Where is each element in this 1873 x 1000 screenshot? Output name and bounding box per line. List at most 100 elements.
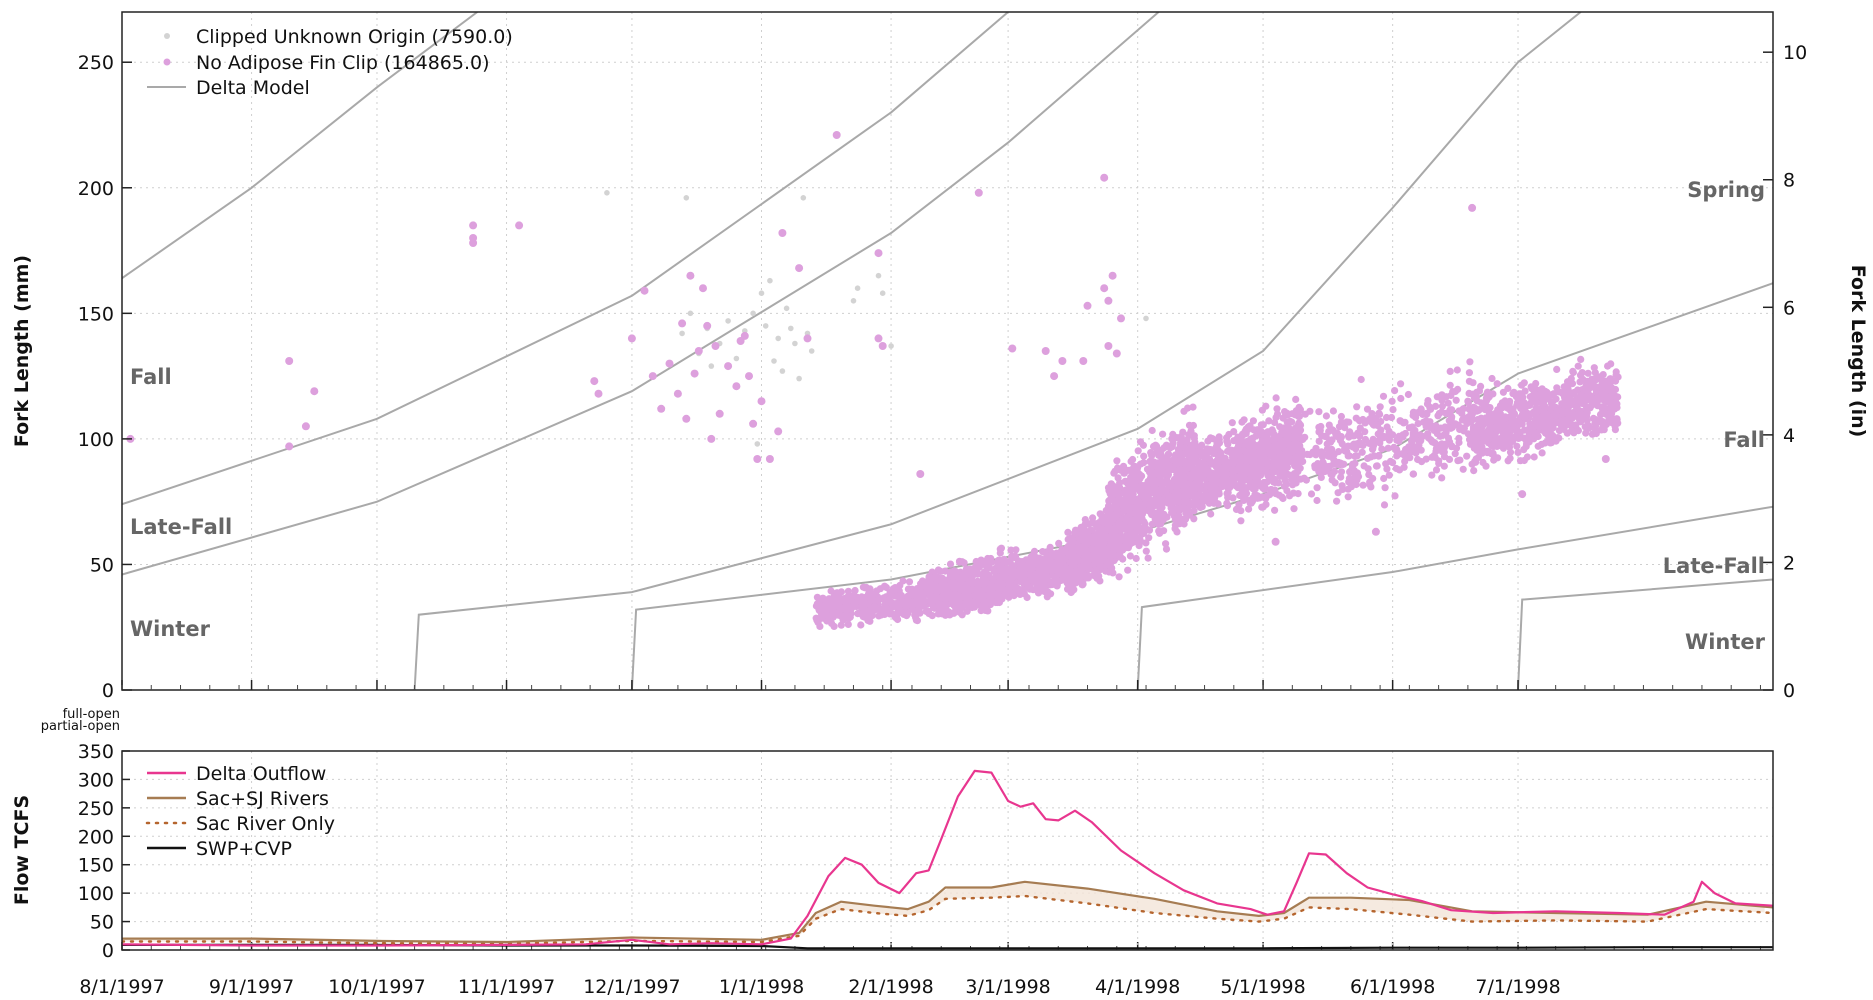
cluster-point-5 (1378, 445, 1386, 453)
cluster-point-3 (1113, 489, 1121, 497)
cluster-point-5 (1361, 428, 1369, 436)
cluster-point-3 (1162, 441, 1171, 449)
cluster-point-5 (1414, 420, 1422, 428)
cluster-point-6 (1482, 394, 1490, 402)
cluster-point-5 (1353, 452, 1361, 460)
cluster-point-0 (958, 611, 966, 619)
cluster-point-6 (1521, 387, 1529, 395)
cluster-point-5 (1432, 445, 1440, 453)
cluster-point-0 (827, 587, 835, 595)
cluster-point-3 (1190, 507, 1198, 515)
no-clip-point (515, 221, 524, 230)
cluster-point-0 (912, 613, 920, 622)
legend-label-clipped: Clipped Unknown Origin (7590.0) (196, 26, 513, 48)
cluster-point-1 (972, 563, 980, 571)
x-tick-label: 11/1/1997 (458, 976, 555, 998)
cluster-point-4 (1206, 434, 1215, 442)
no-clip-point (703, 321, 712, 330)
cluster-point-1 (929, 603, 937, 611)
cluster-point-2 (1079, 564, 1087, 572)
cluster-point-6 (1565, 388, 1573, 396)
cluster-point-6 (1503, 421, 1511, 429)
cluster-point-3 (1127, 457, 1135, 465)
cluster-point-0 (904, 592, 912, 600)
cluster-point-6 (1611, 385, 1620, 394)
cluster-point-6 (1513, 399, 1522, 407)
cluster-point-5 (1277, 437, 1285, 445)
cluster-point-6 (1472, 455, 1480, 463)
cluster-point-1 (1043, 593, 1051, 601)
cluster-point-5 (1350, 469, 1358, 477)
cluster-point-6 (1588, 397, 1596, 405)
clipped-point (808, 348, 815, 354)
cluster-point-3 (1135, 498, 1143, 506)
cluster-point-5 (1389, 406, 1397, 414)
cluster-point-5 (1366, 478, 1374, 486)
cluster-point-6 (1477, 382, 1485, 390)
clipped-point (850, 298, 857, 304)
cluster-point-5 (1452, 396, 1460, 404)
cluster-point-5 (1347, 483, 1355, 491)
clipped-point (879, 290, 886, 297)
clipped-point (762, 323, 769, 329)
cluster-point-5 (1439, 441, 1447, 449)
cluster-point-0 (897, 600, 906, 608)
cluster-point-3 (1153, 445, 1161, 453)
cluster-point-5 (1301, 433, 1309, 441)
cluster-point-0 (896, 607, 904, 615)
cluster-point-2 (1077, 523, 1085, 531)
cluster-point-0 (833, 589, 841, 597)
cluster-point-3 (1144, 554, 1152, 562)
no-clip-point (678, 319, 687, 328)
cluster-point-1 (942, 604, 950, 612)
no-clip-point (874, 334, 883, 343)
cluster-point-5 (1283, 480, 1291, 488)
cluster-point-5 (1264, 428, 1272, 436)
cluster-point-6 (1584, 369, 1592, 377)
cluster-point-3 (1136, 438, 1145, 446)
x-tick-label: 12/1/1997 (583, 976, 680, 998)
cluster-point-6 (1596, 410, 1605, 419)
cluster-point-6 (1518, 381, 1526, 389)
bottom-y-tick-label: 300 (78, 769, 114, 791)
no-clip-point (1104, 296, 1113, 305)
cluster-point-5 (1409, 470, 1417, 478)
cluster-point-6 (1481, 416, 1489, 424)
cluster-point-0 (824, 612, 832, 620)
run-label-right-winter: Winter (1685, 630, 1766, 654)
cluster-point-5 (1258, 406, 1266, 414)
cluster-point-6 (1501, 413, 1509, 421)
bottom-y-tick-label: 250 (78, 798, 114, 820)
cluster-point-5 (1401, 429, 1409, 438)
cluster-point-1 (1040, 584, 1048, 593)
cluster-point-5 (1412, 449, 1420, 457)
legend-label-delta-model: Delta Model (196, 77, 310, 99)
cluster-point-6 (1499, 388, 1507, 396)
cluster-point-0 (844, 612, 852, 620)
no-clip-point (803, 334, 812, 343)
cluster-point-5 (1435, 457, 1443, 465)
cluster-point-1 (1015, 571, 1023, 579)
cluster-point-6 (1508, 417, 1516, 425)
no-clip-point (753, 455, 762, 463)
flow-line-sac-sj-rivers (122, 880, 1773, 944)
cluster-point-5 (1279, 494, 1287, 503)
cluster-point-4 (1178, 450, 1186, 459)
cluster-point-5 (1333, 497, 1341, 505)
cluster-point-4 (1218, 483, 1226, 491)
cluster-point-3 (1153, 501, 1161, 509)
cluster-point-6 (1607, 360, 1615, 368)
cluster-point-2 (1078, 542, 1087, 551)
cluster-point-3 (1117, 532, 1125, 540)
cluster-point-6 (1532, 379, 1540, 388)
cluster-point-1 (1009, 566, 1017, 574)
cluster-point-5 (1244, 423, 1252, 431)
cluster-point-6 (1494, 412, 1502, 420)
no-clip-point (1601, 455, 1610, 463)
cluster-point-6 (1577, 355, 1585, 363)
cluster-point-4 (1173, 471, 1181, 479)
cluster-point-1 (1016, 590, 1024, 599)
cluster-point-6 (1512, 393, 1520, 401)
